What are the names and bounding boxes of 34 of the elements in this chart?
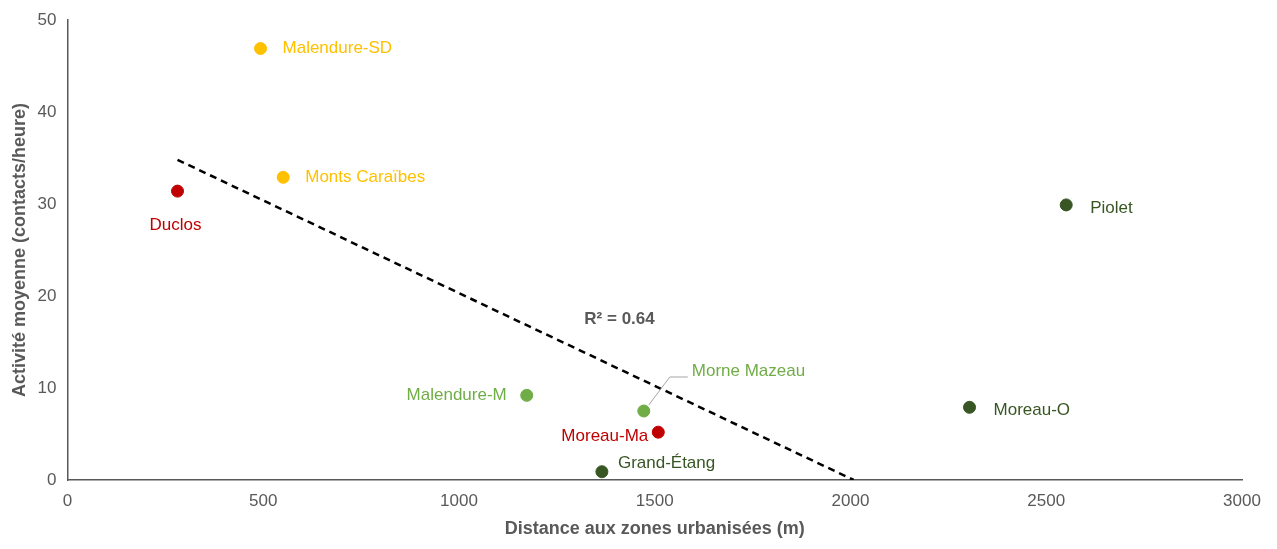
y-tick-label: 0 <box>47 469 57 489</box>
series-label: Moreau-O <box>993 400 1071 420</box>
point <box>520 388 534 402</box>
x-tick-label: 2000 <box>831 490 870 510</box>
x-tick-label: 0 <box>62 490 73 510</box>
series-label: Malendure-M <box>406 385 507 405</box>
series-label: Duclos <box>149 214 202 234</box>
point <box>171 184 185 198</box>
series-label: Moreau-Ma <box>561 425 649 445</box>
y-tick-label: 30 <box>37 193 57 213</box>
x-tick-label: 3000 <box>1223 490 1261 510</box>
x-tick-label: 1000 <box>440 490 478 510</box>
series-label: Piolet <box>1090 197 1134 217</box>
point <box>963 400 977 414</box>
y-tick-label: 20 <box>37 285 57 305</box>
point <box>595 465 609 479</box>
x-tick-label: 500 <box>249 490 278 510</box>
y-tick-label: 10 <box>37 377 57 397</box>
x-tick-label: 2500 <box>1027 490 1066 510</box>
series-label: Grand-Étang <box>617 453 716 473</box>
point <box>276 170 290 184</box>
point <box>1059 198 1073 212</box>
point <box>637 404 651 418</box>
point <box>254 42 268 56</box>
annotation: R² = 0.64 <box>584 308 656 328</box>
point <box>651 425 665 439</box>
y-axis-title: Activité moyenne (contacts/heure) <box>8 102 29 398</box>
y-tick-label: 40 <box>37 101 57 121</box>
series-label: Monts Caraïbes <box>305 167 426 187</box>
text: Morne Mazeau <box>691 360 806 380</box>
x-axis-title: Distance aux zones urbanisées (m) <box>504 518 805 539</box>
series-label: Malendure-SD <box>282 38 393 58</box>
y-tick-label: 50 <box>37 9 57 29</box>
x-tick-label: 1500 <box>635 490 674 510</box>
